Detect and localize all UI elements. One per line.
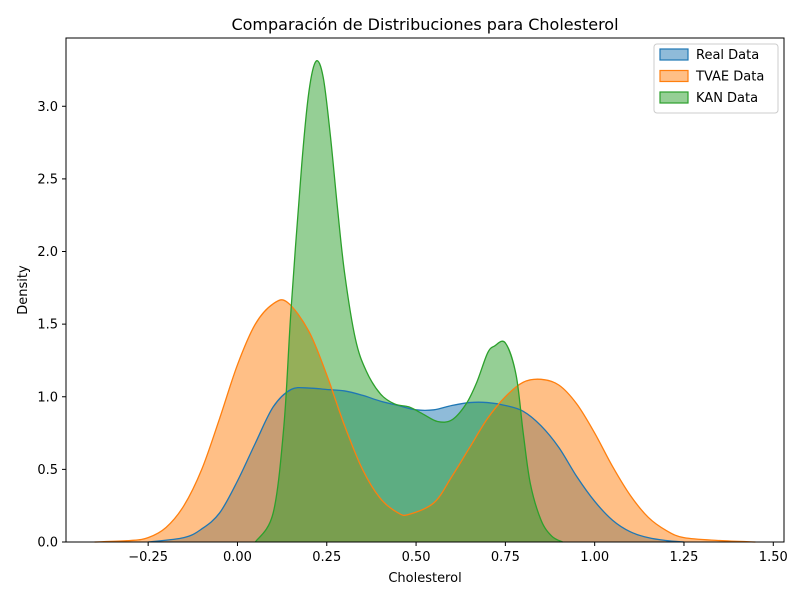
x-axis-label: Cholesterol bbox=[388, 571, 461, 586]
density-area-1 bbox=[94, 299, 756, 542]
density-line-1 bbox=[94, 299, 756, 543]
x-tick-label: 0.75 bbox=[491, 550, 520, 565]
density-area-2 bbox=[255, 60, 563, 542]
y-axis-label: Density bbox=[16, 265, 31, 315]
y-tick-label: 1.0 bbox=[37, 390, 58, 405]
y-tick-label: 1.5 bbox=[37, 318, 58, 333]
y-tick-label: 2.5 bbox=[37, 172, 58, 187]
x-tick-label: −0.25 bbox=[128, 550, 168, 565]
density-line-2 bbox=[254, 60, 563, 543]
density-line-0 bbox=[148, 386, 685, 543]
plot-frame bbox=[65, 37, 785, 543]
legend-label: TVAE Data bbox=[695, 70, 764, 85]
x-tick-label: 0.50 bbox=[402, 550, 431, 565]
y-tick-label: 2.0 bbox=[37, 245, 58, 260]
legend-swatch bbox=[659, 91, 689, 104]
legend: Real Data TVAE Data KAN Data bbox=[653, 43, 779, 114]
x-tick-label: 0.25 bbox=[312, 550, 341, 565]
chart-title: Comparación de Distribuciones para Chole… bbox=[231, 15, 618, 34]
y-tick-label: 0.5 bbox=[37, 463, 58, 478]
legend-swatch bbox=[659, 48, 689, 61]
x-tick-label: 1.25 bbox=[670, 550, 699, 565]
y-tick-label: 0.0 bbox=[37, 536, 58, 551]
x-tick-label: 1.00 bbox=[580, 550, 609, 565]
y-axis: 0.0 0.5 1.0 1.5 2.0 2.5 3.0 bbox=[37, 100, 66, 551]
y-tick-label: 3.0 bbox=[37, 100, 58, 115]
density-fills bbox=[94, 60, 756, 542]
legend-swatch bbox=[659, 69, 689, 83]
legend-label: Real Data bbox=[696, 48, 759, 63]
density-lines bbox=[94, 60, 756, 543]
x-axis: −0.25 0.00 0.25 0.50 0.75 1.00 1.25 1.50 bbox=[128, 542, 788, 565]
legend-label: KAN Data bbox=[696, 91, 758, 106]
x-tick-label: 0.00 bbox=[223, 550, 252, 565]
x-tick-label: 1.50 bbox=[759, 550, 788, 565]
